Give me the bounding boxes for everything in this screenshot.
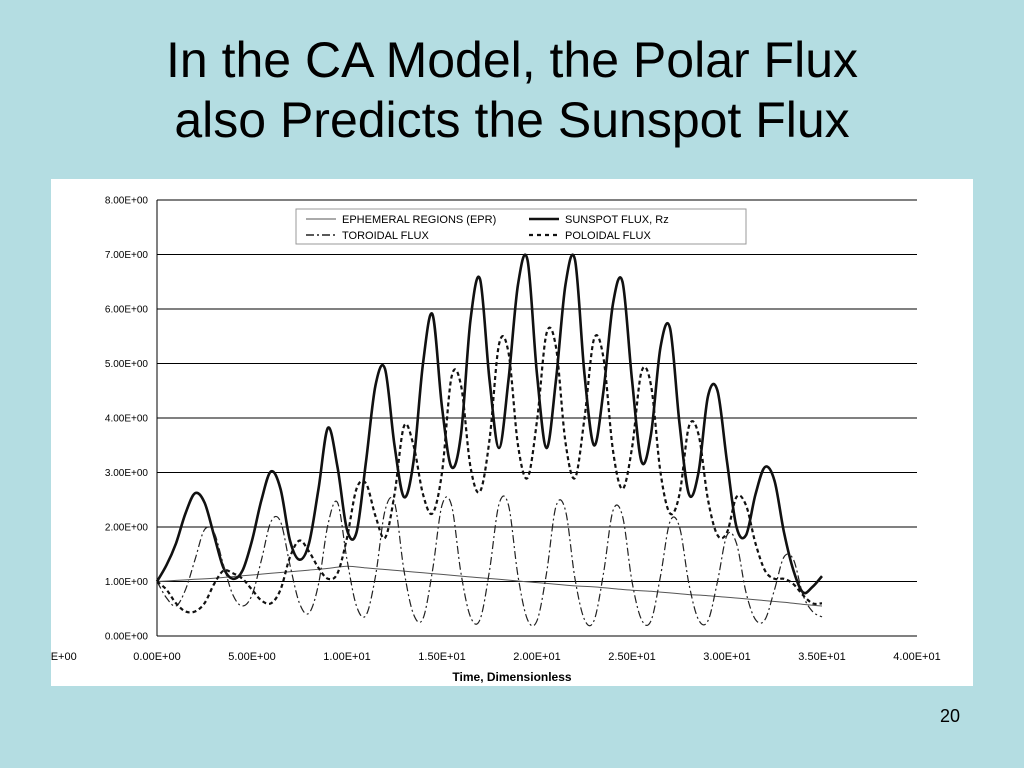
y-tick-label: 3.00E+00: [105, 468, 149, 479]
y-tick-label: 4.00E+00: [105, 414, 149, 425]
y-tick-label: 5.00E+00: [105, 359, 149, 370]
legend: EPHEMERAL REGIONS (EPR) SUNSPOT FLUX, Rz…: [295, 208, 747, 245]
x-tick-label: 2.50E+01: [608, 651, 655, 663]
legend-box: [295, 208, 747, 245]
legend-label-epr: EPHEMERAL REGIONS (EPR): [342, 214, 496, 226]
legend-label-poloidal: POLOIDAL FLUX: [565, 230, 651, 242]
series-lines: [155, 253, 823, 627]
y-tick-label: 6.00E+00: [105, 305, 149, 316]
slide-title: In the CA Model, the Polar Flux also Pre…: [0, 30, 1024, 150]
slide-title-line-1: In the CA Model, the Polar Flux: [165, 32, 859, 88]
y-tick-label: 8.00E+00: [105, 196, 149, 207]
series-line-epr: [156, 565, 823, 607]
x-tick-label: 4.00E+01: [893, 651, 940, 663]
x-tick-label: 2.00E+01: [513, 651, 560, 663]
series-line-poloidal: [156, 326, 823, 614]
legend-label-toroidal: TOROIDAL FLUX: [342, 230, 429, 242]
slide-title-line-2: also Predicts the Sunspot Flux: [174, 92, 850, 148]
y-tick-label: 2.00E+00: [105, 523, 149, 534]
x-tick-label: 3.00E+01: [703, 651, 750, 663]
y-tick-label: 7.00E+00: [105, 250, 149, 261]
x-tick-label: 0.00E+00: [133, 651, 180, 663]
x-tick-labels: 0.00E+00 0.00E+00 5.00E+00 1.00E+01 1.50E+01…: [51, 651, 941, 663]
page-number: 20: [939, 706, 960, 726]
y-tick-label: 1.00E+00: [105, 577, 149, 588]
x-tick-label: 3.50E+01: [798, 651, 845, 663]
x-axis-label: Time, Dimensionless: [452, 670, 571, 684]
x-tick-label: 0.00E+00: [51, 651, 77, 663]
chart-panel: 0.00E+00 1.00E+00 2.00E+00 3.00E+00 4.00E+00…: [51, 179, 973, 686]
y-tick-label: 0.00E+00: [105, 632, 149, 643]
x-tick-label: 5.00E+00: [228, 651, 275, 663]
line-chart: 0.00E+00 1.00E+00 2.00E+00 3.00E+00 4.00E+00…: [51, 196, 941, 685]
x-tick-label: 1.50E+01: [418, 651, 465, 663]
x-tick-label: 1.00E+01: [323, 651, 370, 663]
series-line-sunspot: [155, 253, 823, 595]
y-tick-labels: 0.00E+00 1.00E+00 2.00E+00 3.00E+00 4.00E+00…: [105, 196, 149, 643]
legend-label-sunspot: SUNSPOT FLUX, Rz: [565, 214, 669, 226]
